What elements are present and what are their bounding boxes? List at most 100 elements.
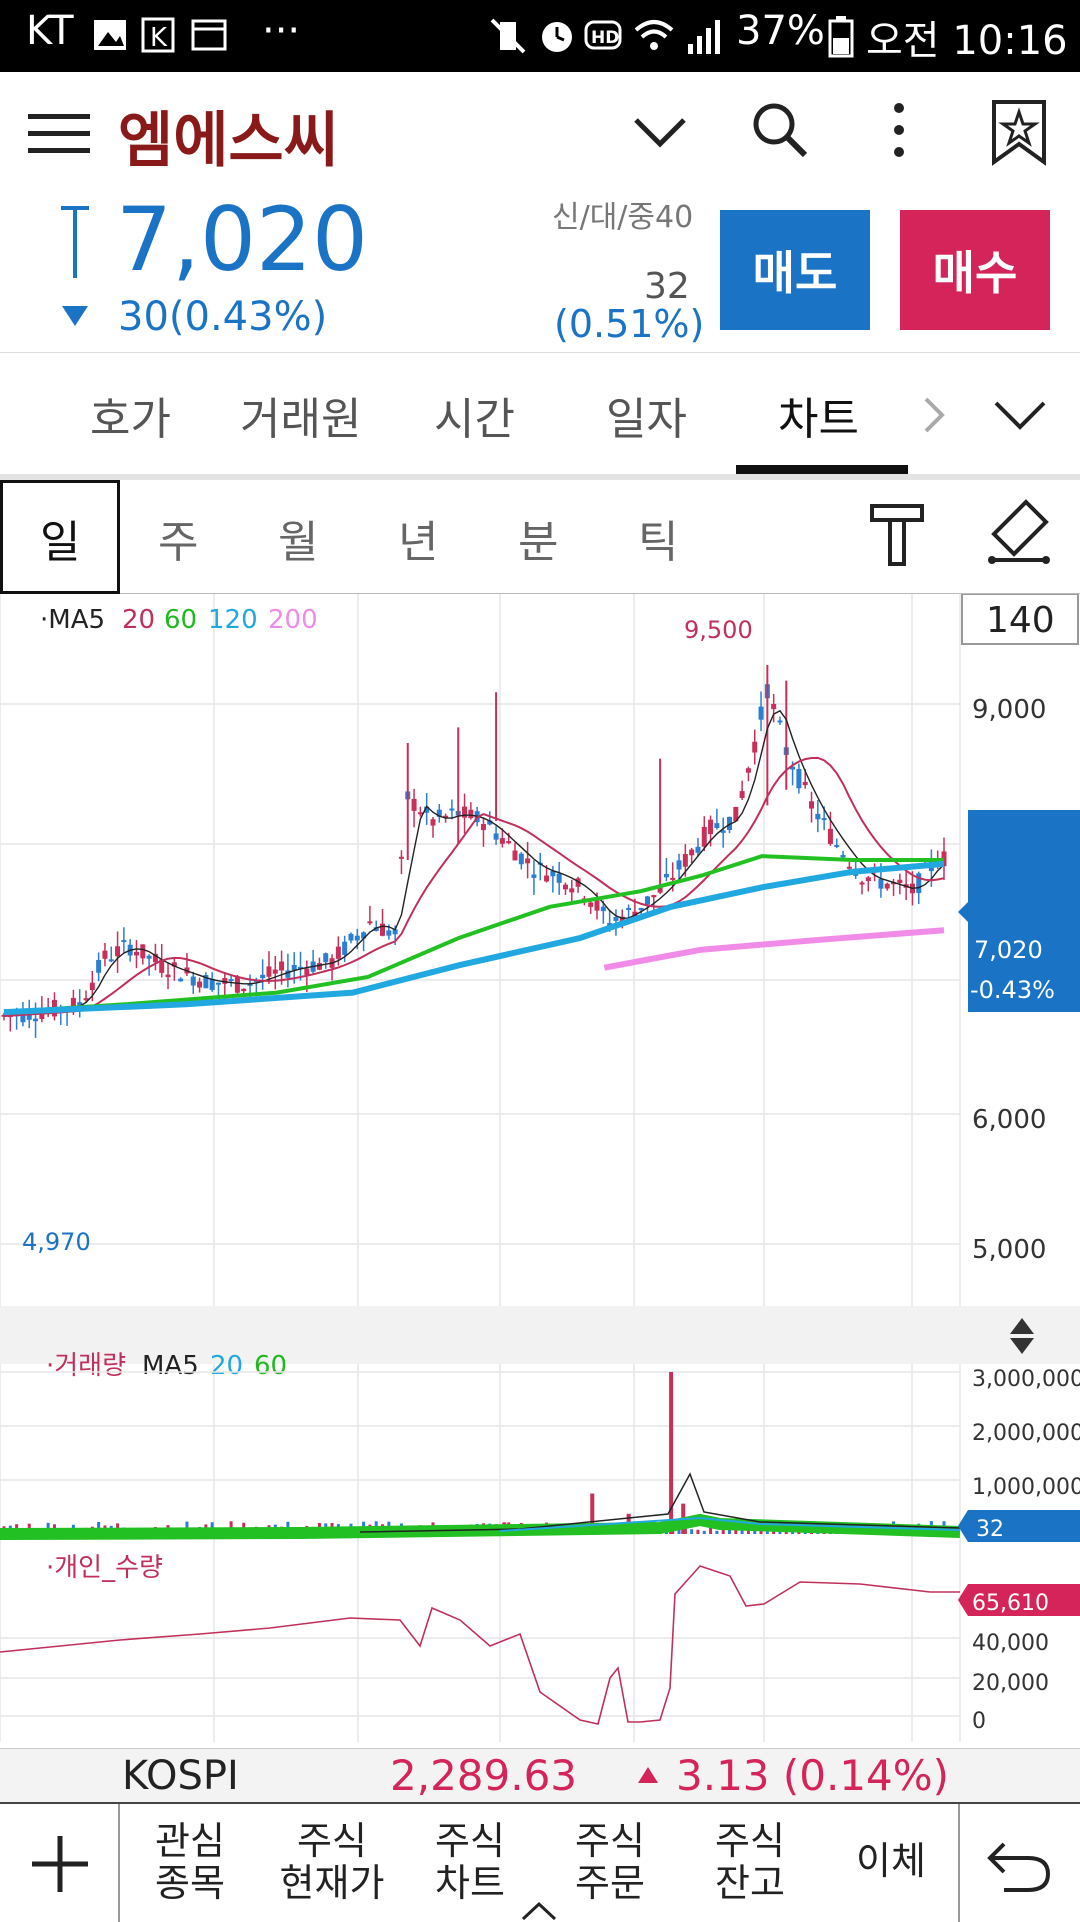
- upper-limit-icon: [61, 206, 89, 278]
- nav-stock-chart[interactable]: 주식 차트: [412, 1820, 528, 1904]
- candle-body: [171, 962, 177, 967]
- candle-body: [626, 907, 632, 910]
- candle-body: [411, 798, 417, 811]
- candle-body: [417, 812, 423, 815]
- candle-body: [600, 906, 606, 912]
- candle-body: [701, 826, 707, 847]
- candle-body: [790, 766, 796, 770]
- candle-body: [550, 871, 556, 877]
- candle-body: [739, 791, 745, 798]
- sell-button[interactable]: 매도: [720, 210, 870, 330]
- low-price-label: 4,970: [22, 1228, 91, 1256]
- nav-current-price[interactable]: 주식 현재가: [262, 1820, 402, 1904]
- candle-body: [430, 819, 436, 826]
- period-minute[interactable]: 분: [518, 517, 559, 568]
- period-week[interactable]: 주: [158, 517, 199, 568]
- candle-body: [298, 966, 304, 969]
- chart-canvas[interactable]: ·MA5 20 60 120 200 140 9,0008,0007,0006,…: [0, 594, 1080, 1748]
- nav-up-chevron-icon[interactable]: [520, 1900, 558, 1922]
- tab-daily[interactable]: 일자: [606, 394, 687, 445]
- bookmark-star-icon[interactable]: [990, 98, 1048, 166]
- nav-stock-order-line2: 주문: [575, 1861, 645, 1905]
- ma-legend: ·MA5 20 60 120 200: [40, 605, 318, 635]
- volume-bar: [590, 1493, 595, 1534]
- date-axis-strip: [0, 1306, 1080, 1364]
- candle-body: [247, 983, 253, 986]
- buy-button[interactable]: 매수: [900, 210, 1050, 330]
- candle-body: [392, 929, 398, 935]
- back-arrow-icon[interactable]: [984, 1834, 1054, 1896]
- candle-body: [594, 900, 600, 911]
- candle-body: [121, 940, 127, 943]
- price-change: 30(0.43%): [118, 294, 328, 340]
- period-day[interactable]: 일: [40, 517, 81, 568]
- candle-body: [159, 959, 165, 973]
- period-year[interactable]: 년: [398, 517, 439, 568]
- volume-bars: 32: [0, 1372, 1080, 1542]
- candle-body: [752, 741, 758, 753]
- tab-expand-chevron-icon[interactable]: [992, 399, 1048, 433]
- nav-stock-order[interactable]: 주식 주문: [552, 1820, 668, 1904]
- candle-body: [562, 884, 568, 890]
- candle-body: [777, 720, 783, 723]
- tab-hoga[interactable]: 호가: [90, 394, 171, 445]
- individual-y-axis: 40,000 20,000 0 65,610: [0, 1584, 1080, 1734]
- nav-stock-balance[interactable]: 주식 잔고: [692, 1820, 808, 1904]
- draw-pen-icon[interactable]: [986, 498, 1052, 568]
- ma5-line: [3, 709, 945, 1017]
- status-bar: KT K ··· HD 37% 오전 10:16: [0, 0, 1080, 72]
- candle-body: [203, 975, 209, 989]
- chart-tool-icon[interactable]: [870, 502, 924, 568]
- candle-body: [367, 921, 373, 924]
- up-triangle-icon: [638, 1767, 658, 1783]
- candle-body: [260, 974, 266, 979]
- tab-chart[interactable]: 차트: [778, 394, 859, 445]
- k-app-icon: K: [141, 17, 175, 53]
- kospi-value: 2,289.63: [390, 1751, 578, 1800]
- period-tick[interactable]: 틱: [638, 517, 679, 568]
- stock-chart[interactable]: ·MA5 20 60 120 200 140 9,0008,0007,0006,…: [0, 594, 1080, 1748]
- nav-transfer[interactable]: 이체: [836, 1840, 946, 1882]
- candle-body: [323, 953, 329, 963]
- candle-body: [398, 856, 404, 859]
- volume-ma20-legend: 20: [210, 1351, 243, 1381]
- current-price-tag-value: 7,020: [974, 936, 1043, 964]
- count-box[interactable]: [961, 594, 1079, 645]
- candle-body: [809, 801, 815, 809]
- hamburger-menu-icon[interactable]: [28, 112, 92, 156]
- tab-brokers[interactable]: 거래원: [240, 394, 362, 445]
- tab-time[interactable]: 시간: [434, 394, 515, 445]
- candle-body: [272, 969, 278, 974]
- volume-bar-small: [702, 1530, 706, 1534]
- candle-body: [840, 855, 846, 858]
- period-active-box: [0, 480, 120, 594]
- volume-ma60-legend: 60: [254, 1351, 287, 1381]
- down-triangle-icon: [62, 306, 88, 326]
- more-vert-icon[interactable]: [884, 100, 914, 164]
- kospi-change: 3.13 (0.14%): [676, 1751, 950, 1800]
- stock-name[interactable]: 엠에스씨: [118, 106, 339, 176]
- candle-body: [897, 879, 903, 883]
- period-month[interactable]: 월: [278, 517, 319, 568]
- nav-stock-balance-line2: 잔고: [715, 1861, 785, 1905]
- nav-watchlist[interactable]: 관심 종목: [128, 1820, 252, 1904]
- price-tick-label: 9,000: [972, 695, 1046, 725]
- chevron-down-icon[interactable]: [632, 114, 688, 150]
- search-icon[interactable]: [750, 100, 810, 160]
- chevron-right-icon[interactable]: [922, 395, 948, 435]
- individual-tick-label: 20,000: [972, 1671, 1049, 1696]
- period-selector: 일 주 월 년 분 틱: [0, 474, 1080, 594]
- candle-body: [714, 823, 720, 828]
- kospi-ticker[interactable]: KOSPI 2,289.63 3.13 (0.14%): [0, 1748, 1080, 1802]
- candle-body: [436, 809, 442, 817]
- count-box-value: 140: [986, 600, 1055, 641]
- candle-body: [727, 816, 733, 831]
- candle-body: [499, 838, 505, 844]
- candle-body: [209, 979, 215, 990]
- add-icon[interactable]: [28, 1832, 92, 1896]
- ma200-line: [603, 927, 945, 971]
- candle-body: [821, 818, 827, 821]
- resize-down-arrow-icon[interactable]: [1010, 1338, 1034, 1354]
- resize-up-arrow-icon[interactable]: [1010, 1318, 1034, 1334]
- candle-body: [20, 1010, 26, 1023]
